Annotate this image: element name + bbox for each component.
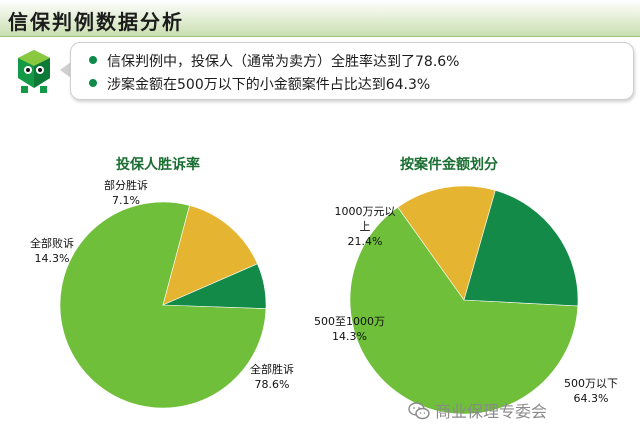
logo-icon — [18, 50, 50, 93]
callout-tail — [60, 62, 71, 78]
bullet-item: 涉案金额在500万以下的小金额案件占比达到64.3% — [89, 74, 430, 94]
footer-watermark: 商业保理专委会 — [408, 398, 547, 422]
pie-label: 全部败诉 14.3% — [30, 236, 74, 266]
slice-value: 64.3% — [573, 392, 609, 405]
slice-label: 全部败诉 — [30, 237, 74, 250]
slice-label: 1000万元以上 — [334, 205, 396, 233]
bullet-dot-icon — [89, 56, 97, 64]
bullet-item: 信保判例中，投保人（通常为卖方）全胜率达到了78.6% — [89, 51, 459, 71]
slice-value: 14.3% — [34, 252, 70, 265]
chart-title-amount: 按案件金额划分 — [400, 157, 498, 173]
pie-chart-amount — [349, 185, 579, 415]
pie-label: 500至1000万 14.3% — [314, 314, 385, 344]
pie-slice — [162, 205, 258, 306]
slice-value: 14.3% — [332, 330, 367, 343]
summary-callout: 信保判例中，投保人（通常为卖方）全胜率达到了78.6% 涉案金额在500万以下的… — [70, 42, 634, 100]
title-bar: 信保判例数据分析 — [0, 0, 640, 37]
slice-value: 21.4% — [347, 235, 383, 248]
slice-value: 78.6% — [254, 378, 290, 391]
bullet-dot-icon — [89, 79, 97, 87]
footer-text: 商业保理专委会 — [435, 402, 548, 421]
pie-slice — [463, 190, 579, 307]
pie-slice — [349, 206, 579, 415]
pie-label: 全部胜诉 78.6% — [250, 362, 294, 392]
slice-label: 全部胜诉 — [250, 363, 294, 376]
pie-chart-win-rate — [59, 201, 267, 409]
slice-label: 部分胜诉 — [104, 179, 148, 192]
pie-label: 部分胜诉 7.1% — [104, 178, 148, 208]
pie-slice — [162, 263, 267, 309]
bullet-text: 涉案金额在500万以下的小金额案件占比达到64.3% — [107, 77, 431, 93]
slice-label: 500至1000万 — [314, 315, 385, 328]
bullet-text: 信保判例中，投保人（通常为卖方）全胜率达到了78.6% — [107, 54, 460, 70]
slice-label: 500万以下 — [564, 377, 618, 390]
page-title: 信保判例数据分析 — [8, 10, 184, 34]
slice-value: 7.1% — [112, 194, 140, 207]
pie-slice — [397, 185, 496, 301]
pie-label: 1000万元以上 21.4% — [330, 204, 400, 249]
wechat-icon — [408, 402, 430, 420]
pie-label: 500万以下 64.3% — [564, 376, 618, 406]
chart-title-win-rate: 投保人胜诉率 — [116, 157, 200, 173]
